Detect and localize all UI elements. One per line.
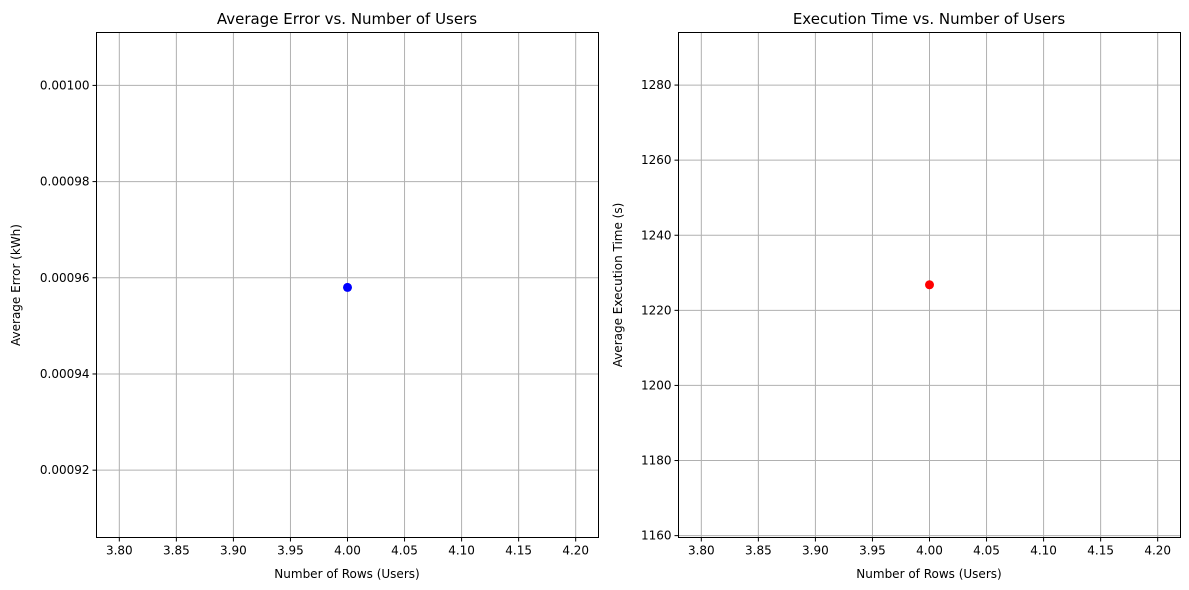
error-chart-xtick-label: 3.90	[220, 544, 247, 558]
time-chart-ytick-label: 1240	[641, 228, 672, 242]
time-chart-ytick-label: 1180	[641, 454, 672, 468]
error-chart-ytick-label: 0.00092	[40, 463, 90, 477]
error-chart-xtick-label: 4.15	[505, 544, 532, 558]
error-chart-xtick-label: 4.05	[391, 544, 418, 558]
error-chart-xtick-label: 4.20	[562, 544, 589, 558]
error-chart-point	[343, 282, 352, 292]
time-chart-xlabel: Number of Rows (Users)	[856, 567, 1001, 581]
error-chart-xtick-label: 3.80	[106, 544, 133, 558]
time-chart-point	[925, 280, 934, 290]
time-chart-grid	[678, 32, 1181, 538]
time-chart-xtick-label: 4.00	[916, 544, 943, 558]
time-chart-marks	[925, 280, 934, 290]
time-chart-xtick-label: 4.05	[973, 544, 1000, 558]
time-chart-xtick-label: 4.20	[1144, 544, 1171, 558]
time-chart-ytick-label: 1280	[641, 78, 672, 92]
time-chart-axes	[678, 32, 1181, 538]
error-chart-ytick-label: 0.00100	[40, 78, 90, 92]
error-chart-marks	[343, 282, 352, 292]
error-chart-ytick-label: 0.00094	[40, 367, 90, 381]
time-chart-ytick-label: 1220	[641, 303, 672, 317]
error-chart: Average Error vs. Number of Users 3.80 3.…	[9, 10, 599, 581]
error-chart-ytick-label: 0.00096	[40, 271, 90, 285]
time-chart-ytick-label: 1160	[641, 529, 672, 543]
time-chart: Execution Time vs. Number of Users 3.80 3…	[611, 10, 1181, 581]
time-chart-xtick-label: 4.15	[1087, 544, 1114, 558]
error-chart-xlabel: Number of Rows (Users)	[274, 567, 419, 581]
error-chart-xtick-label: 4.00	[334, 544, 361, 558]
error-chart-title: Average Error vs. Number of Users	[217, 10, 477, 28]
error-chart-xtick-label: 4.10	[448, 544, 475, 558]
error-chart-ticks: 3.80 3.85 3.90 3.95 4.00 4.05 4.10 4.15 4.20 0.00…	[40, 78, 589, 557]
error-chart-axes	[96, 32, 599, 538]
time-chart-xtick-label: 3.90	[802, 544, 829, 558]
error-chart-xtick-label: 3.95	[277, 544, 304, 558]
time-chart-xtick-label: 3.85	[745, 544, 772, 558]
time-chart-title: Execution Time vs. Number of Users	[793, 10, 1066, 28]
time-chart-ylabel: Average Execution Time (s)	[611, 203, 625, 368]
error-chart-ytick-label: 0.00098	[40, 175, 90, 189]
time-chart-ticks: 3.80 3.85 3.90 3.95 4.00 4.05 4.10 4.15 4.20 1160…	[641, 78, 1171, 557]
time-chart-ytick-label: 1200	[641, 378, 672, 392]
error-chart-ylabel: Average Error (kWh)	[9, 224, 23, 346]
error-chart-xtick-label: 3.85	[163, 544, 190, 558]
time-chart-xtick-label: 3.95	[859, 544, 886, 558]
time-chart-xtick-label: 3.80	[688, 544, 715, 558]
time-chart-xtick-label: 4.10	[1030, 544, 1057, 558]
time-chart-ytick-label: 1260	[641, 153, 672, 167]
